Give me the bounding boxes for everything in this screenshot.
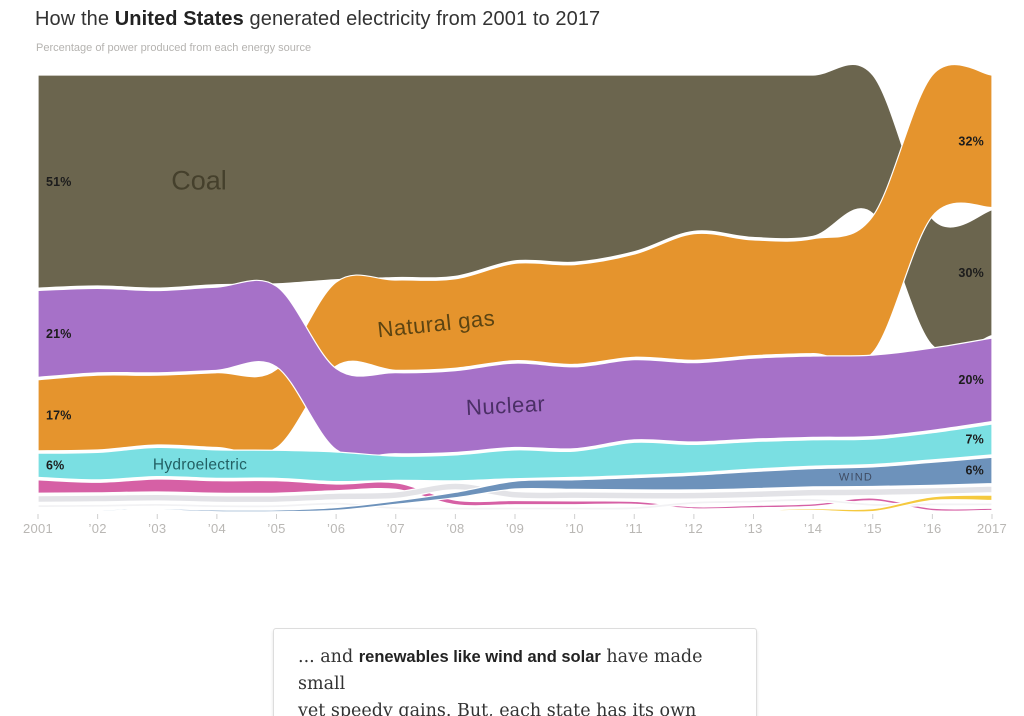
band-hydroelectric [37, 423, 993, 483]
caption-text: ... and renewables like wind and solar h… [298, 644, 732, 716]
x-tick-label-02: ’02 [89, 521, 107, 536]
right-value-natural-gas: 32% [958, 135, 984, 149]
x-tick-label-04: ’04 [208, 521, 226, 536]
x-tick-label-11: ’11 [626, 521, 643, 536]
x-tick-label-2001: 2001 [23, 521, 53, 536]
x-tick-label-16: ’16 [923, 521, 941, 536]
band-nuclear [37, 279, 993, 458]
right-value-coal: 30% [958, 266, 984, 280]
x-tick-label-12: ’12 [685, 521, 703, 536]
chart-subtitle: Percentage of power produced from each e… [36, 42, 312, 54]
band-label-coal: Coal [171, 165, 227, 195]
x-tick-label-09: ’09 [506, 521, 524, 536]
left-value-coal: 51% [46, 175, 72, 189]
left-value-hydroelectric: 6% [46, 459, 64, 473]
x-tick-label-03: ’03 [148, 521, 166, 536]
right-value-hydroelectric: 7% [966, 433, 984, 447]
left-value-natural-gas: 17% [46, 409, 72, 423]
band-other [37, 497, 993, 511]
band-petroleum [37, 478, 993, 512]
x-tick-label-2017: 2017 [977, 521, 1007, 536]
band-label-wind: WIND [839, 472, 873, 484]
left-value-nuclear: 21% [46, 327, 72, 341]
right-value-nuclear: 20% [958, 373, 984, 387]
title-suffix: generated electricity from 2001 to 2017 [243, 8, 601, 30]
x-tick-label-13: ’13 [744, 521, 762, 536]
x-tick-label-05: ’05 [267, 521, 285, 536]
caption-suffix: have made small yet speedy gains. But, e… [298, 647, 703, 716]
x-tick-label-15: ’15 [864, 521, 882, 536]
x-tick-label-10: ’10 [566, 521, 584, 536]
title-prefix: How the [35, 8, 115, 30]
page-title: How the United States generated electric… [35, 8, 600, 31]
band-wind [37, 456, 993, 513]
band-label-nuclear: Nuclear [465, 391, 546, 420]
caption-bold: renewables like wind and solar [358, 648, 601, 666]
x-tick-label-07: ’07 [387, 521, 405, 536]
x-tick-label-14: ’14 [804, 521, 822, 536]
right-value-wind: 6% [966, 464, 984, 478]
band-biomass [37, 482, 993, 504]
caption-box: ... and renewables like wind and solar h… [273, 628, 757, 716]
x-tick-label-08: ’08 [446, 521, 464, 536]
band-solar [37, 494, 993, 515]
band-label-hydroelectric: Hydroelectric [153, 457, 247, 474]
band-natural-gas [37, 63, 993, 455]
title-bold: United States [114, 8, 244, 30]
x-tick-label-06: ’06 [327, 521, 345, 536]
caption-prefix: ... and [298, 647, 359, 667]
